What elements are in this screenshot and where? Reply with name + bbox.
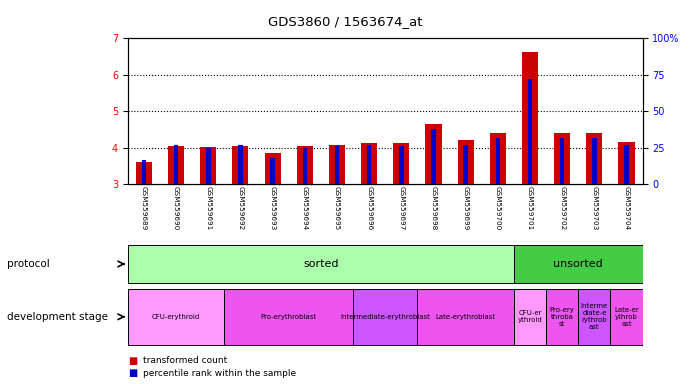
Text: GSM559693: GSM559693 [269,186,276,230]
Bar [514,245,643,283]
Text: GDS3860 / 1563674_at: GDS3860 / 1563674_at [268,15,423,28]
Text: percentile rank within the sample: percentile rank within the sample [143,369,296,378]
Bar [528,79,532,184]
Text: GSM559697: GSM559697 [398,186,404,230]
Text: GSM559700: GSM559700 [495,186,501,230]
Bar [142,159,146,184]
Bar [522,52,538,184]
Bar [417,288,514,345]
Bar [174,145,178,184]
Bar [457,140,474,184]
Bar [168,146,184,184]
Bar [399,146,404,184]
Text: GSM559702: GSM559702 [559,186,565,230]
Bar [426,124,442,184]
Text: GSM559690: GSM559690 [173,186,179,230]
Text: GSM559699: GSM559699 [463,186,468,230]
Text: protocol: protocol [7,259,50,269]
Bar [618,142,634,184]
Bar [610,288,643,345]
Bar [393,144,409,184]
Text: transformed count: transformed count [143,356,227,366]
Text: GSM559698: GSM559698 [430,186,437,230]
Text: Intermediate-erythroblast: Intermediate-erythroblast [340,314,430,320]
Bar [265,153,281,184]
Text: Late-erythroblast: Late-erythroblast [435,314,495,320]
Bar [238,145,243,184]
Text: GSM559701: GSM559701 [527,186,533,230]
Text: CFU-erythroid: CFU-erythroid [152,314,200,320]
Text: GSM559703: GSM559703 [591,186,597,230]
Text: GSM559704: GSM559704 [623,186,630,230]
Text: sorted: sorted [303,259,339,269]
Bar [136,162,152,184]
Text: Pro-ery
throba
st: Pro-ery throba st [550,307,575,327]
Text: Pro-erythroblast: Pro-erythroblast [261,314,316,320]
Text: GSM559695: GSM559695 [334,186,340,230]
Bar [624,145,629,184]
Bar [128,245,514,283]
Text: ■: ■ [128,356,137,366]
Text: GSM559689: GSM559689 [141,186,147,230]
Bar [296,146,313,184]
Text: development stage: development stage [7,312,108,322]
Bar [592,137,596,184]
Bar [490,132,506,184]
Bar [587,132,603,184]
Bar [464,145,468,184]
Text: GSM559694: GSM559694 [302,186,307,230]
Bar [546,288,578,345]
Text: unsorted: unsorted [553,259,603,269]
Bar [303,148,307,184]
Text: Interme
diate-e
rythrob
ast: Interme diate-e rythrob ast [580,303,608,330]
Bar [334,146,339,184]
Text: GSM559691: GSM559691 [205,186,211,230]
Text: GSM559692: GSM559692 [238,186,243,230]
Text: CFU-er
ythroid: CFU-er ythroid [518,310,542,323]
Bar [367,145,371,184]
Bar [578,288,610,345]
Bar [200,147,216,184]
Bar [554,132,570,184]
Bar [361,144,377,184]
Bar [560,137,565,184]
Bar [206,148,211,184]
Text: GSM559696: GSM559696 [366,186,372,230]
Bar [495,137,500,184]
Bar [514,288,546,345]
Bar [225,288,353,345]
Bar [232,146,249,184]
Bar [353,288,417,345]
Text: ■: ■ [128,368,137,378]
Bar [329,145,345,184]
Text: Late-er
ythrob
ast: Late-er ythrob ast [614,307,639,327]
Bar [128,288,225,345]
Bar [431,129,436,184]
Bar [270,158,275,184]
